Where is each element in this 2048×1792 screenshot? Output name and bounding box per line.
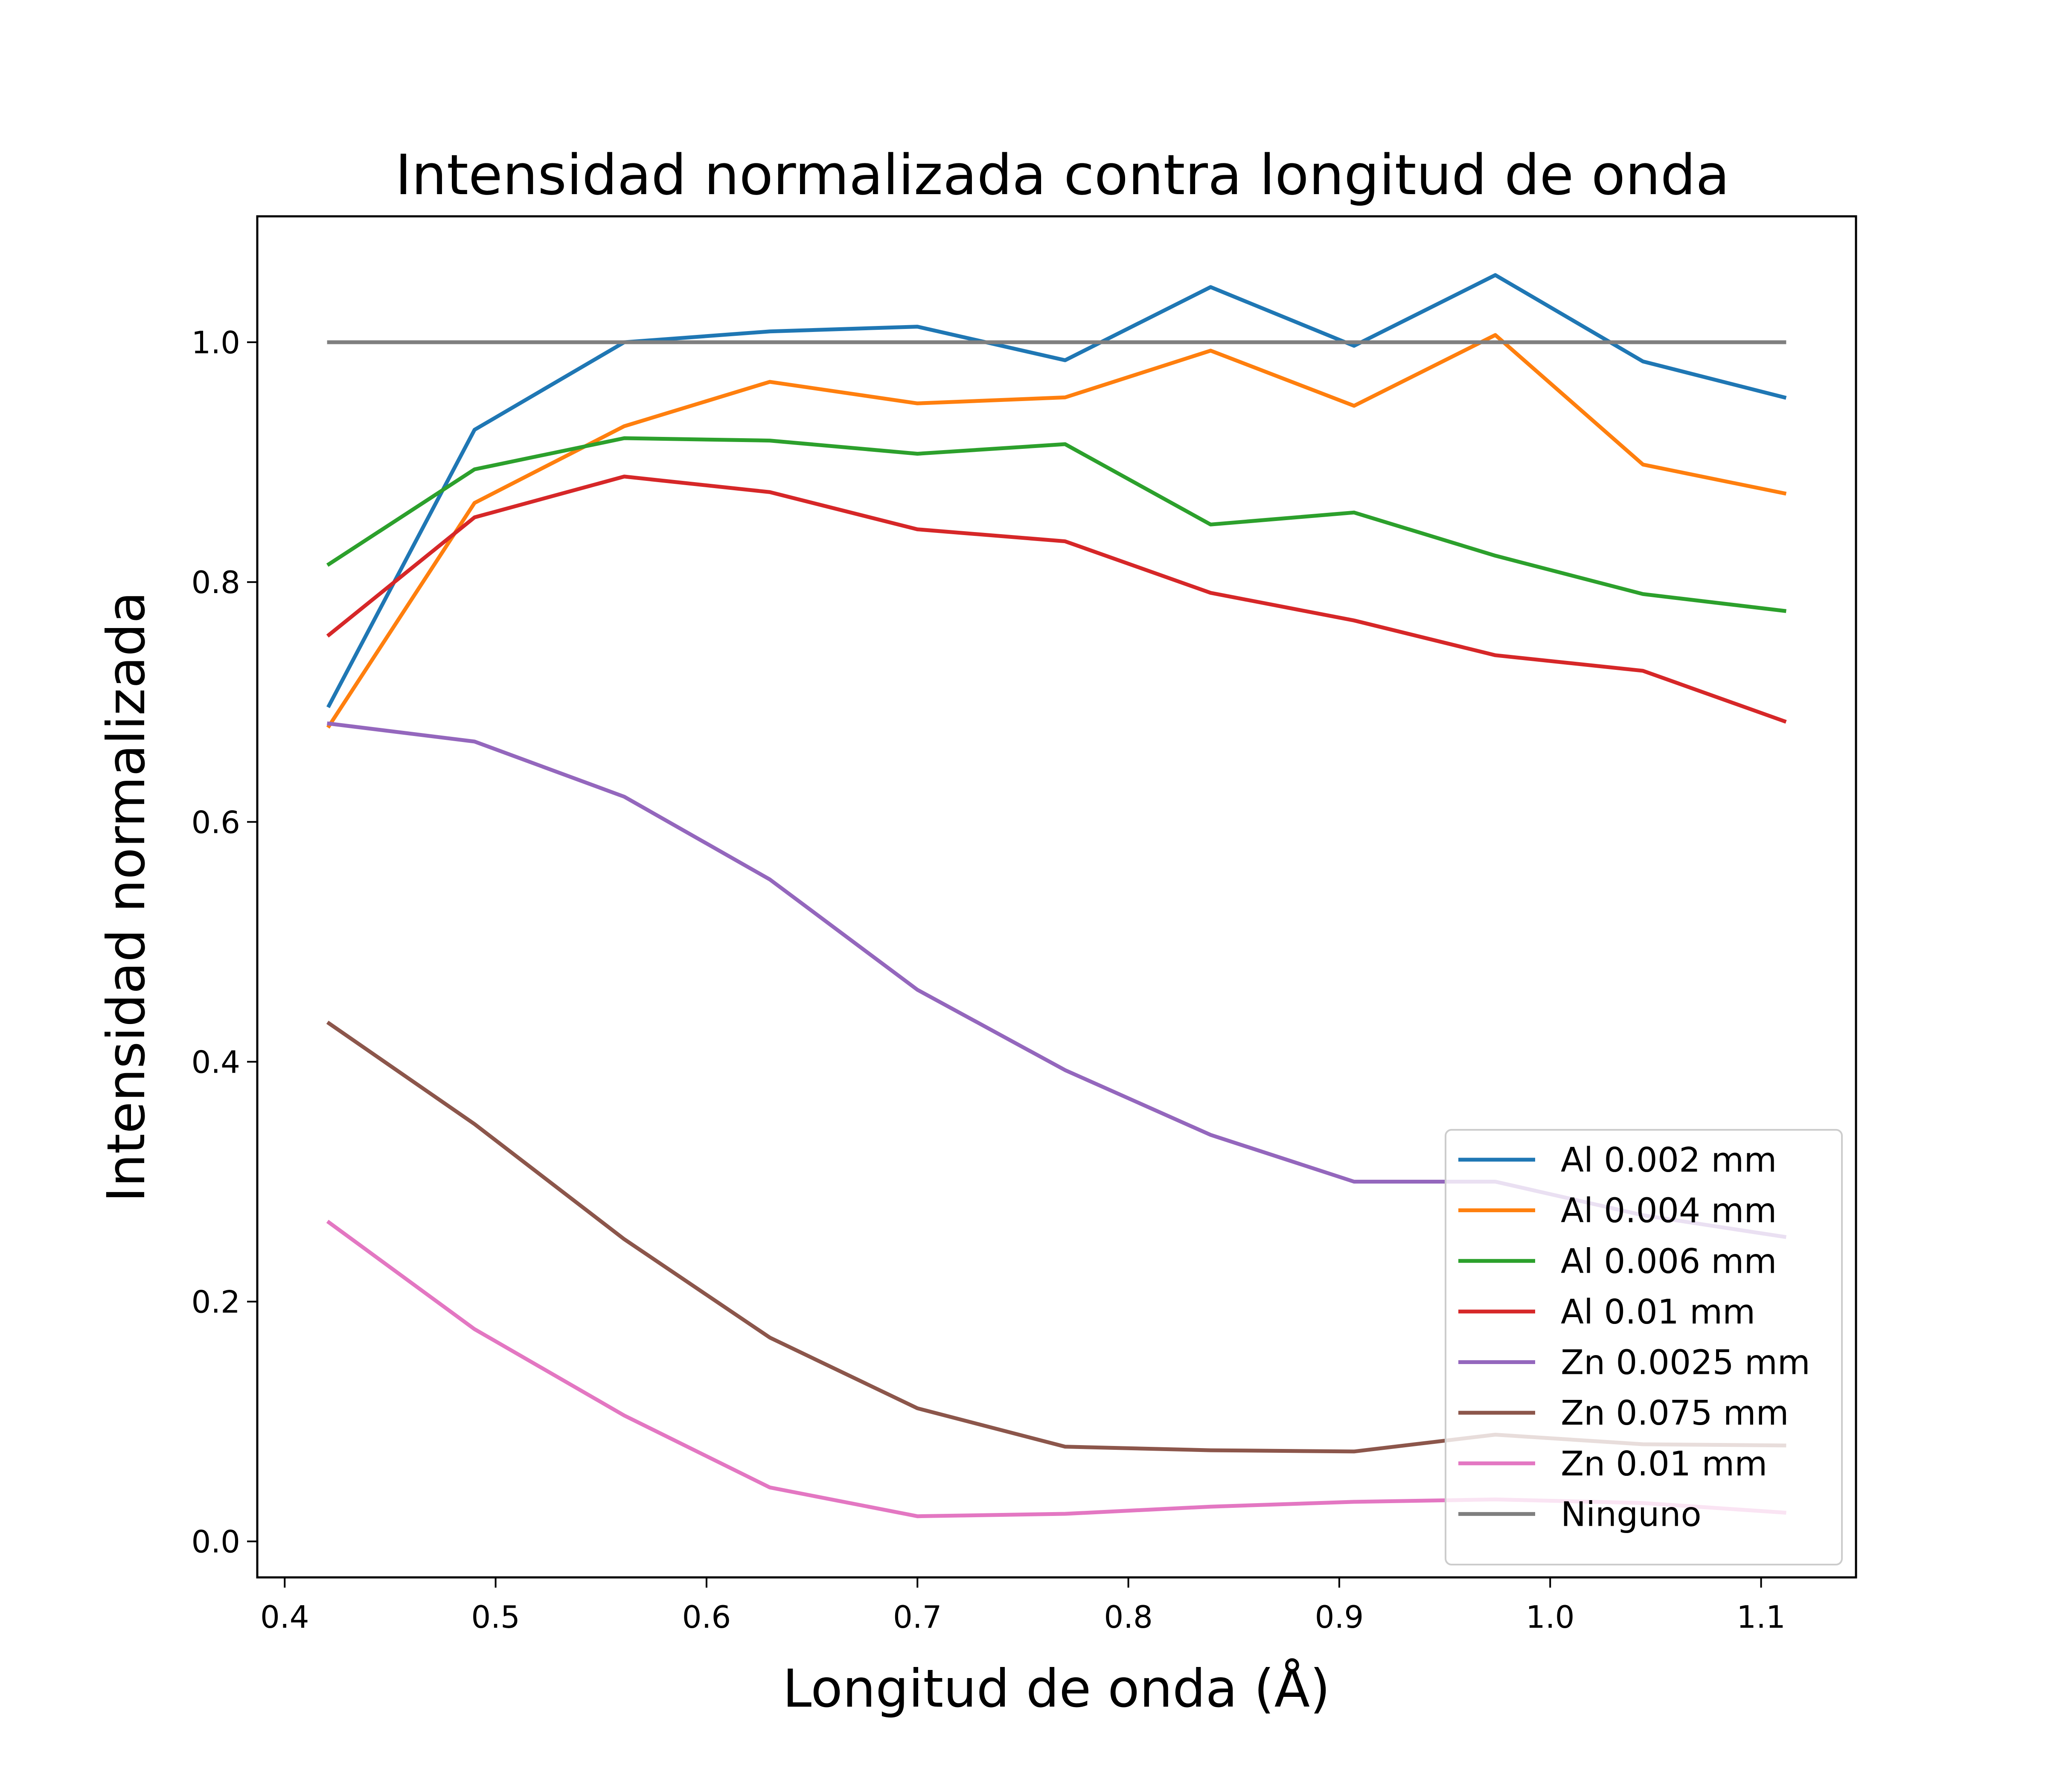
y-tick-label: 0.6	[191, 804, 240, 840]
y-tick-label: 0.8	[191, 564, 240, 600]
y-tick-label: 1.0	[191, 325, 240, 361]
legend-label: Al 0.004 mm	[1561, 1191, 1777, 1231]
series-line-al-0-002-mm	[326, 273, 1787, 708]
legend-label: Zn 0.075 mm	[1561, 1393, 1789, 1433]
legend: Al 0.002 mm Al 0.004 mm Al 0.006 mm Al 0.01…	[1445, 1129, 1843, 1565]
legend-label: Al 0.002 mm	[1561, 1140, 1777, 1180]
x-tick-label: 0.6	[682, 1599, 731, 1635]
series-line-al-0-01-mm	[326, 474, 1787, 724]
plot-frame	[256, 215, 1857, 1579]
legend-label: Zn 0.0025 mm	[1561, 1343, 1810, 1382]
legend-label: Al 0.006 mm	[1561, 1242, 1777, 1281]
x-tick-label: 0.5	[471, 1599, 520, 1635]
y-tick-label: 0.4	[191, 1044, 240, 1080]
legend-label: Ninguno	[1561, 1495, 1702, 1534]
x-tick-label: 0.7	[893, 1599, 942, 1635]
series-line-al-0-004-mm	[326, 333, 1787, 729]
y-axis-label: Intensidad normalizada	[96, 591, 157, 1202]
series-line-al-0-006-mm	[326, 436, 1786, 613]
x-tick-label: 0.9	[1315, 1599, 1364, 1635]
legend-label: Al 0.01 mm	[1561, 1292, 1755, 1332]
x-tick-label: 0.8	[1104, 1599, 1153, 1635]
legend-box	[1445, 1129, 1843, 1565]
y-tick-label: 0.0	[191, 1524, 240, 1560]
x-tick-label: 1.0	[1526, 1599, 1575, 1635]
x-axis: 0.4 0.5 0.6 0.7 0.8 0.9 1.0 1.1	[260, 1577, 1786, 1635]
y-axis: 0.0 0.2 0.4 0.6 0.8 1.0	[191, 325, 257, 1560]
legend-label: Zn 0.01 mm	[1561, 1444, 1767, 1484]
x-tick-label: 0.4	[260, 1599, 309, 1635]
x-tick-label: 1.1	[1737, 1599, 1786, 1635]
x-axis-label: Longitud de onda (Å)	[783, 1658, 1330, 1719]
y-tick-label: 0.2	[191, 1284, 240, 1320]
chart-title: Intensidad normalizada contra longitud d…	[395, 143, 1730, 207]
